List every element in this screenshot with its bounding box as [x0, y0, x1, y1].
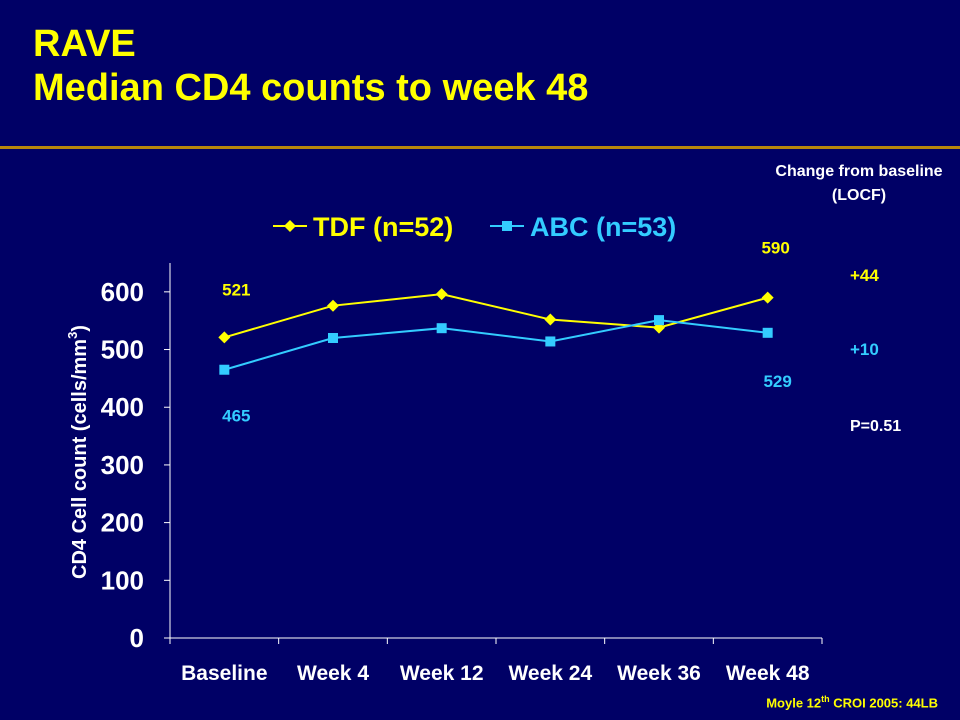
- y-tick-label: 0: [130, 623, 144, 653]
- x-tick-label: Week 48: [726, 662, 810, 685]
- title-line-1: RAVE: [33, 23, 136, 65]
- legend-marker: [284, 220, 296, 232]
- x-tick-label: Week 24: [508, 662, 592, 685]
- y-tick-label: 500: [101, 335, 144, 365]
- x-tick-label: Week 4: [297, 662, 369, 685]
- p-value-label: P=0.51: [850, 418, 902, 435]
- citation-post: CROI 2005: 44LB: [829, 695, 938, 710]
- tdf-point: [761, 291, 774, 304]
- chart-point-labels: 521 590 465 529: [222, 239, 792, 426]
- y-tick-label: 200: [101, 508, 144, 538]
- legend-abc-label: ABC (n=53): [530, 212, 676, 242]
- abc-point: [328, 333, 338, 343]
- abc-point: [436, 323, 447, 334]
- abc-change-label: +10: [850, 340, 879, 359]
- y-tick-label: 300: [101, 450, 144, 480]
- title-line-2: Median CD4 counts to week 48: [33, 67, 589, 109]
- abc-point: [545, 336, 556, 347]
- abc-point: [219, 364, 230, 375]
- change-from-baseline-note: Change from baseline (LOCF): [775, 163, 943, 204]
- y-tick-label: 400: [101, 392, 144, 422]
- y-tick-label: 100: [101, 565, 144, 595]
- abc-point: [762, 327, 773, 338]
- x-tick-label: Week 36: [617, 662, 701, 685]
- chart-legend: TDF (n=52) ABC (n=53): [273, 212, 676, 242]
- tdf-point: [435, 288, 448, 301]
- y-tick-label: 600: [101, 277, 144, 307]
- citation: Moyle 12th CROI 2005: 44LB: [766, 694, 938, 710]
- y-axis-label-main: CD4 Cell count (cells/mm: [69, 339, 91, 579]
- y-axis-label-sup: 3: [65, 332, 80, 339]
- citation-pre: Moyle 12: [766, 695, 822, 710]
- tdf-change-label: +44: [850, 266, 879, 285]
- tdf-point: [544, 313, 557, 326]
- abc-point: [654, 315, 664, 326]
- chart-axes: 0 100 200 300 400 500 600 Baseline Week 4 Week 12…: [65, 263, 823, 685]
- chart-series: [218, 288, 774, 375]
- tdf-point: [327, 299, 339, 312]
- point-label: 529: [763, 372, 791, 391]
- point-label: 521: [222, 280, 250, 299]
- y-axis-label-close: ): [69, 325, 91, 332]
- series-line-abc: [224, 319, 768, 371]
- slide-title: RAVE Median CD4 counts to week 48: [33, 22, 588, 110]
- x-tick-label: Week 12: [400, 662, 484, 685]
- legend-marker: [502, 221, 512, 231]
- y-axis-label: CD4 Cell count (cells/mm3): [65, 325, 91, 579]
- title-divider: [0, 146, 960, 149]
- point-label: 590: [761, 239, 789, 258]
- tdf-point: [218, 331, 231, 344]
- citation-sup: th: [821, 693, 830, 704]
- legend-tdf-label: TDF (n=52): [313, 212, 453, 242]
- x-tick-label: Baseline: [181, 662, 267, 685]
- series-line-tdf: [224, 293, 768, 339]
- point-label: 465: [222, 407, 250, 426]
